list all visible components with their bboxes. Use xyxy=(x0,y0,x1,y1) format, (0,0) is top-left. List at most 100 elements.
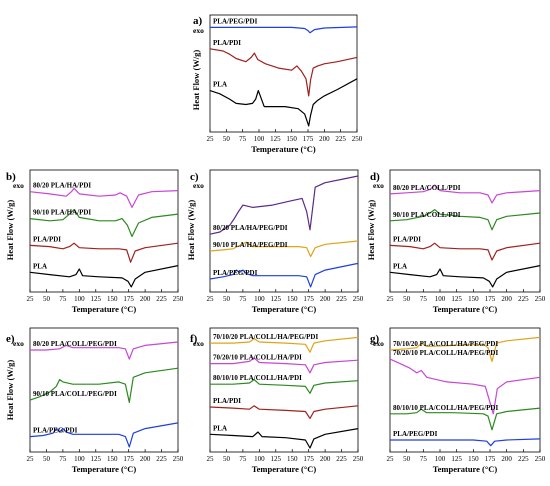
x-tick-label: 150 xyxy=(107,295,118,303)
y-axis-label: Heat Flow (W/g) xyxy=(191,50,201,111)
series-line xyxy=(29,242,179,263)
plot-frame xyxy=(29,169,179,293)
series-line xyxy=(209,262,359,288)
series-line xyxy=(209,48,358,97)
x-tick-label: 175 xyxy=(485,455,496,463)
series-label: 90/10 PLA/HA/PDI xyxy=(33,209,91,217)
x-tick-label: 100 xyxy=(74,295,85,303)
x-tick-label: 125 xyxy=(271,455,282,463)
x-tick-label: 125 xyxy=(451,455,462,463)
panel-c: 25 50 75 100 125 150 175 200 225 250 Temperature (… xyxy=(186,169,364,314)
series-label: PLA/PDI xyxy=(393,235,421,243)
x-tick-label: 225 xyxy=(518,295,529,303)
x-tick-label: 50 xyxy=(403,455,411,463)
x-tick-label: 50 xyxy=(43,295,51,303)
series-label: PLA/PEG/PDI xyxy=(393,430,438,438)
x-tick-label: 100 xyxy=(254,455,265,463)
series-line xyxy=(29,209,179,238)
x-tick-label: 150 xyxy=(468,455,479,463)
series-label: 90/10 PLA/HA/PEG/PDI xyxy=(213,241,288,249)
x-tick-label: 200 xyxy=(501,455,512,463)
series-line xyxy=(390,438,541,447)
x-axis-label: Temperature (°C) xyxy=(252,464,317,474)
plot-frame xyxy=(209,327,359,453)
x-tick-label: 75 xyxy=(59,455,67,463)
panel-d: 25 50 75 100 125 150 175 200 225 250 Temperature (… xyxy=(366,169,546,314)
x-tick-label: 250 xyxy=(173,295,184,303)
series-line xyxy=(210,379,359,394)
x-tick-label: 250 xyxy=(353,295,364,303)
x-tick-label: 225 xyxy=(156,455,167,463)
x-tick-label: 100 xyxy=(254,135,265,143)
x-tick-label: 150 xyxy=(107,455,118,463)
x-tick-label: 150 xyxy=(468,295,479,303)
x-tick-label: 50 xyxy=(223,455,231,463)
series-line xyxy=(209,405,359,419)
x-tick-label: 100 xyxy=(254,295,265,303)
series-label: PLA xyxy=(213,424,227,432)
plot-frame xyxy=(29,327,179,453)
exo-label: exo xyxy=(193,339,204,348)
x-tick-label: 175 xyxy=(123,455,134,463)
x-tick-label: 75 xyxy=(59,295,67,303)
series-label: PLA/PDI xyxy=(213,39,241,47)
x-tick-label: 250 xyxy=(353,455,364,463)
plot-frame xyxy=(389,327,541,453)
series-line xyxy=(390,407,541,431)
series-label: PLA/PEG/PDI xyxy=(33,427,78,435)
series-label: 80/20 PLA/HA/PEG/PDI xyxy=(213,224,288,232)
exo-label: exo xyxy=(193,26,204,35)
series-label: PLA xyxy=(393,262,407,270)
x-axis-label: Temperature (°C) xyxy=(72,304,137,314)
series-label: 70/20/10 PLA/COLL/HA/PEG/PDI xyxy=(393,349,498,357)
x-tick-label: 200 xyxy=(140,295,151,303)
series-line xyxy=(29,265,179,288)
x-tick-label: 125 xyxy=(271,295,282,303)
series-label: PLA/PEG/PDI xyxy=(213,17,258,25)
x-tick-label: 100 xyxy=(435,295,446,303)
x-tick-label: 50 xyxy=(43,455,51,463)
x-tick-label: 225 xyxy=(336,455,347,463)
x-axis-label: Temperature (°C) xyxy=(433,304,498,314)
panel-label: a) xyxy=(193,15,203,27)
y-axis-label: Heat Flow (W/g) xyxy=(5,200,15,261)
x-tick-label: 25 xyxy=(27,455,35,463)
x-tick-label: 250 xyxy=(352,135,363,143)
series-line xyxy=(389,209,541,231)
series-line xyxy=(29,367,179,403)
x-tick-label: 225 xyxy=(156,295,167,303)
x-tick-label: 175 xyxy=(485,295,496,303)
series-label: 70/10/20 PLA/COLL/HA/PEG/PDI xyxy=(213,333,318,341)
x-tick-label: 25 xyxy=(27,295,35,303)
x-tick-label: 225 xyxy=(335,135,346,143)
series-label: 80/10/10 PLA/COLL/HA/PEG/PDI xyxy=(393,404,498,412)
x-tick-label: 125 xyxy=(451,295,462,303)
panel-label: b) xyxy=(6,171,16,183)
series-line xyxy=(29,187,179,208)
x-tick-label: 200 xyxy=(320,295,331,303)
x-tick-label: 225 xyxy=(336,295,347,303)
panel-e: 25 50 75 100 125 150 175 200 225 250 Temperature (… xyxy=(5,327,184,474)
x-tick-label: 125 xyxy=(270,135,281,143)
panel-a: 25 50 75 100 125 150 175 200 225 250 Temperature (… xyxy=(191,14,363,154)
series-label: PLA xyxy=(33,262,47,270)
x-tick-label: 25 xyxy=(387,295,395,303)
x-axis-label: Temperature (°C) xyxy=(251,144,316,154)
panel-b: 25 50 75 100 125 150 175 200 225 250 Temperature (… xyxy=(5,169,184,314)
series-line xyxy=(209,428,359,449)
exo-label: exo xyxy=(13,339,24,348)
series-label: 80/20 PLA/HA/PDI xyxy=(33,182,91,190)
plot-frame xyxy=(389,169,541,293)
x-tick-label: 100 xyxy=(74,455,85,463)
x-tick-label: 50 xyxy=(403,295,411,303)
x-tick-label: 100 xyxy=(435,455,446,463)
panel-label: c) xyxy=(190,171,199,183)
series-label: PLA/PEG/PDI xyxy=(213,269,258,277)
series-label: PLA/PDI xyxy=(33,235,61,243)
x-tick-label: 175 xyxy=(123,295,134,303)
x-tick-label: 150 xyxy=(286,135,297,143)
x-tick-label: 125 xyxy=(91,455,102,463)
x-tick-label: 50 xyxy=(223,135,231,143)
series-label: 80/20 PLA/COLL/PEG/PDI xyxy=(33,340,117,348)
x-tick-label: 250 xyxy=(535,295,546,303)
